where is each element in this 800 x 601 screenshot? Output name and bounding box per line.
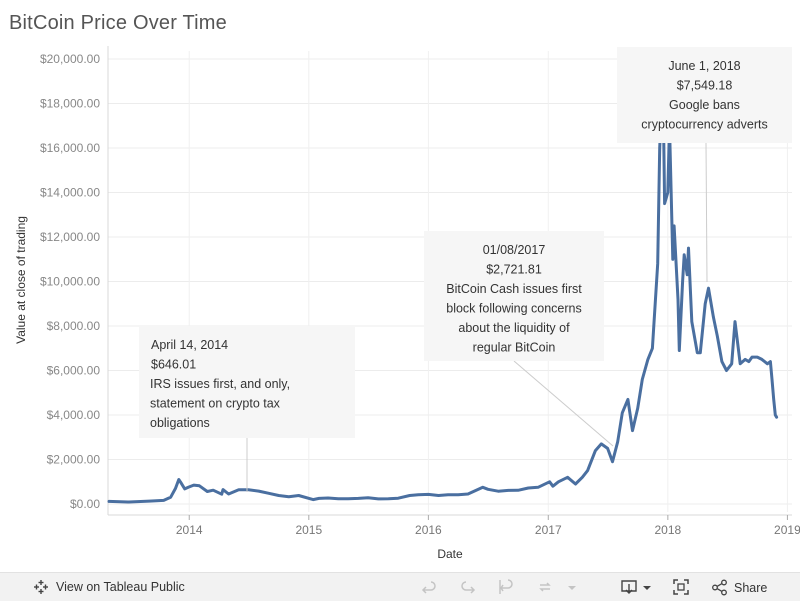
y-tick-label: $10,000.00 [40,275,100,289]
annotation-text-line: obligations [150,416,210,430]
annotation-text-line: April 14, 2014 [151,338,228,352]
refresh-dropdown-chevron-icon[interactable] [563,578,581,596]
share-label: Share [734,580,768,595]
annotation-text-line: $7,549.18 [677,79,733,93]
annotation-text-line: regular BitCoin [473,341,556,355]
annotation-box [139,326,355,438]
view-on-tableau-public-label: View on Tableau Public [56,580,185,594]
annotation-text-line: IRS issues first, and only, [150,377,290,391]
page-title: BitCoin Price Over Time [9,12,227,34]
y-axis-ticks: $0.00 $2,000.00 $4,000.00 $6,000.00 $8,000.0… [40,52,100,511]
annotation-text-line: Google bans [669,98,740,112]
annotation-text-line: block following concerns [446,302,582,316]
annotation-text-line: $646.01 [151,358,196,372]
x-tick-label: 2017 [535,523,562,537]
share-icon [712,579,727,596]
download-icon[interactable] [620,578,638,596]
refresh-icon[interactable] [536,578,554,596]
redo-icon[interactable] [459,578,477,596]
annotation-leader-line [705,142,708,283]
y-tick-label: $12,000.00 [40,230,100,244]
annotation-leader-line [513,360,614,447]
annotation-text-line: cryptocurrency adverts [641,118,767,132]
y-tick-label: $14,000.00 [40,186,100,200]
annotation: April 14, 2014 $646.01 IRS issues first, a… [139,326,355,492]
y-tick-label: $20,000.00 [40,52,100,66]
annotation: June 1, 2018 $7,549.18 Google bans cryptocu… [617,47,792,283]
x-tick-label: 2019 [774,523,800,537]
y-tick-label: $2,000.00 [47,453,101,467]
y-tick-label: $8,000.00 [47,319,101,333]
series-layer [107,73,779,504]
revert-icon[interactable] [497,578,515,596]
tableau-toolbar: View on Tableau Public Share [0,572,800,601]
y-tick-label: $0.00 [70,497,100,511]
annotation-box [617,47,792,143]
y-tick-label: $6,000.00 [47,364,101,378]
annotation-text-line: June 1, 2018 [668,59,740,73]
undo-icon[interactable] [420,578,438,596]
download-dropdown-chevron-icon[interactable] [638,578,656,596]
annotation-text-line: BitCoin Cash issues first [446,282,582,296]
annotation-text-line: about the liquidity of [458,321,570,335]
y-tick-label: $16,000.00 [40,141,100,155]
fullscreen-icon[interactable] [672,578,690,596]
x-axis-title: Date [437,547,463,561]
tableau-logo-icon [34,580,48,594]
y-tick-label: $18,000.00 [40,97,100,111]
annotation-text-line: $2,721.81 [486,263,542,277]
y-tick-label: $4,000.00 [47,408,101,422]
x-tick-label: 2018 [654,523,681,537]
annotations-layer: April 14, 2014 $646.01 IRS issues first, a… [139,47,792,492]
annotation-box [424,231,604,361]
axes [107,46,792,516]
annotation-text-line: 01/08/2017 [483,243,546,257]
x-tick-label: 2016 [415,523,442,537]
share-button[interactable]: Share [711,579,767,596]
line-chart: $0.00 $2,000.00 $4,000.00 $6,000.00 $8,000.0… [14,46,800,561]
view-on-tableau-public-link[interactable]: View on Tableau Public [33,579,185,595]
y-axis-title: Value at close of trading [14,216,28,344]
price-series-line[interactable] [107,73,779,504]
x-tick-label: 2014 [176,523,203,537]
x-axis-ticks: 2014 2015 2016 2017 2018 2019 [176,515,800,537]
annotation: 01/08/2017 $2,721.81 BitCoin Cash issues f… [424,231,614,447]
annotation-text-line: statement on crypto tax [150,397,281,411]
x-tick-label: 2015 [295,523,322,537]
